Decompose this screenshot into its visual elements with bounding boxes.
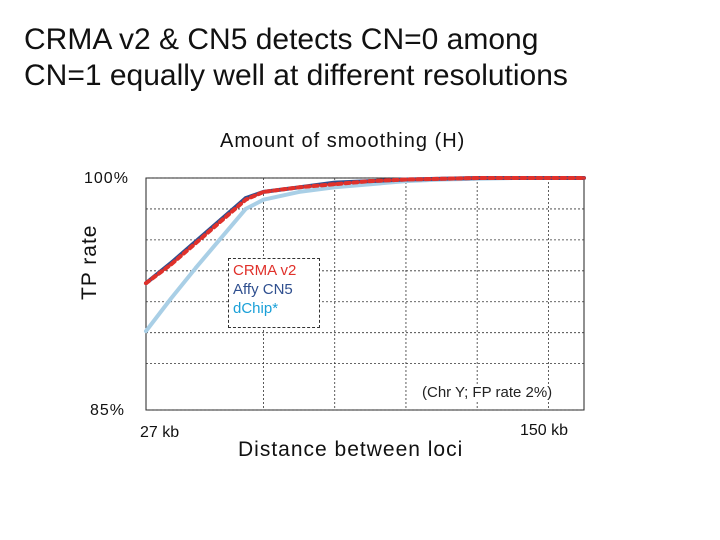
- title-line-1: CRMA v2 & CN5 detects CN=0 among: [24, 23, 539, 56]
- series-0-point-1: [169, 262, 173, 267]
- slide-title: CRMA v2 & CN5 detects CN=0 among CN=1 eq…: [24, 22, 704, 94]
- x-axis-label: Distance between loci: [238, 438, 464, 461]
- series-2-point-6: [297, 190, 301, 194]
- series-0-point-13: [546, 176, 551, 180]
- series-0-point-5: [261, 190, 266, 194]
- series-2-point-0: [144, 329, 148, 333]
- series-0-point-14: [582, 176, 586, 180]
- series-0-point-12: [510, 176, 515, 180]
- y-tick-label-top: 100%: [84, 170, 129, 187]
- series-line-0: [144, 176, 586, 286]
- series-0-point-9: [404, 177, 408, 182]
- x-tick-label-left: 27 kb: [140, 424, 180, 441]
- legend-item-0: CRMA v2: [233, 262, 297, 279]
- legend-item-2: dChip*: [233, 300, 279, 317]
- series-2-point-7: [332, 185, 337, 190]
- title-line-2: CN=1 equally well at different resolutio…: [24, 59, 568, 92]
- series-0-point-6: [297, 185, 301, 190]
- series-0-point-3: [218, 219, 223, 224]
- series-2-point-2: [194, 265, 198, 270]
- series-0-point-10: [439, 176, 444, 181]
- chart-grid: [145, 177, 585, 411]
- chart-series-layer: [144, 176, 586, 334]
- series-0-point-0: [144, 281, 148, 285]
- series-2-point-3: [218, 236, 223, 241]
- series-0-point-2: [194, 241, 198, 245]
- series-0-point-8: [368, 179, 373, 183]
- series-2-point-8: [368, 182, 373, 186]
- series-2-point-1: [169, 296, 173, 301]
- x-tick-label-right: 150 kb: [520, 422, 569, 439]
- top-axis-label: Amount of smoothing (H): [220, 130, 466, 152]
- series-0-point-4: [243, 197, 248, 202]
- y-tick-label-bottom: 85%: [90, 402, 126, 419]
- plot-frame: [145, 177, 585, 411]
- series-0-point-11: [475, 176, 479, 180]
- series-line-2: [144, 176, 586, 334]
- legend-item-1: Affy CN5: [233, 281, 293, 298]
- series-2-point-4: [243, 207, 248, 211]
- chart-annotation: (Chr Y; FP rate 2%): [420, 384, 555, 401]
- series-2-point-5: [261, 197, 266, 202]
- legend: CRMA v2 Affy CN5 dChip*: [228, 258, 320, 328]
- series-0-point-7: [332, 182, 337, 186]
